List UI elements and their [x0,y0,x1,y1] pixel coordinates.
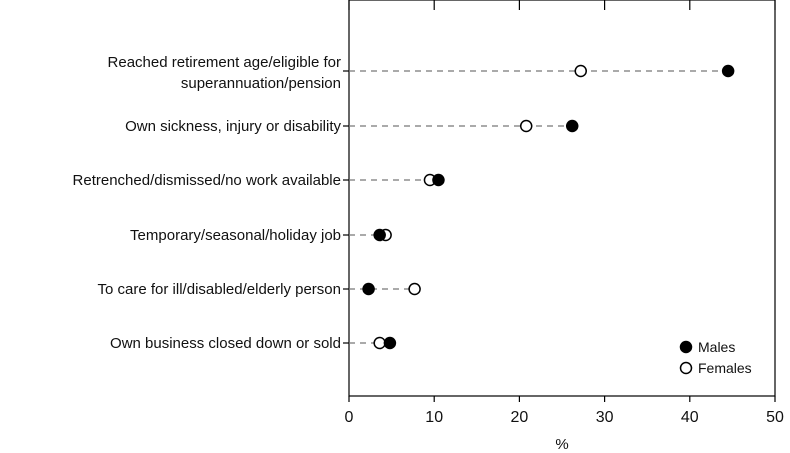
plot-area: 0 10 20 30 40 50% Reached retirement age/eligi… [73,0,784,453]
females-point [373,336,386,350]
category-label: Reached retirement age/eligible for [108,54,341,71]
x-tick-label: 40 [681,409,699,426]
category-label: Temporary/seasonal/holiday job [130,227,341,244]
males-point [383,336,397,350]
males-point [565,119,579,133]
category-label: Retrenched/dismissed/no work available [73,172,341,189]
category-label: Own business closed down or sold [110,335,341,352]
category-label: To care for ill/disabled/elderly person [98,281,341,298]
category-label: superannuation/pension [181,75,341,92]
x-tick-label: 10 [425,409,443,426]
category-label: Own sickness, injury or disability [125,118,341,135]
plot-frame [348,0,776,397]
males-point [362,282,375,296]
females-point [519,119,533,133]
x-axis-title: % [555,436,568,453]
legend-females-label: Females [698,360,752,376]
legend-males-label: Males [698,339,735,355]
females-point [408,282,421,296]
x-tick-label: 30 [596,409,614,426]
legend-females-marker [679,361,693,375]
legend: Males Females [679,339,752,376]
males-point [373,228,386,242]
x-tick-label: 50 [766,409,784,426]
males-point [432,173,445,187]
x-tick-label: 0 [345,409,354,426]
males-point [721,64,735,78]
legend-males-marker [679,340,693,354]
x-tick-label: 20 [511,409,529,426]
females-point [574,64,587,78]
